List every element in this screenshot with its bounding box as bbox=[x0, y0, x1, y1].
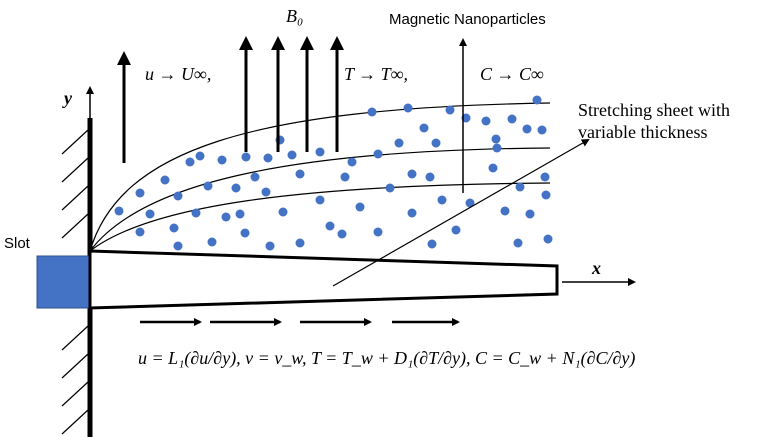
particle bbox=[315, 147, 325, 157]
particle bbox=[419, 123, 429, 133]
particle bbox=[221, 212, 231, 222]
particle bbox=[394, 138, 404, 148]
particle bbox=[185, 157, 195, 167]
particle bbox=[500, 206, 510, 216]
wall-hatch bbox=[61, 129, 89, 435]
particle bbox=[173, 191, 183, 201]
c-infinity: C → C∞ bbox=[480, 64, 544, 84]
particle bbox=[437, 195, 447, 205]
particle bbox=[373, 227, 383, 237]
particle bbox=[385, 183, 395, 193]
hatch-line bbox=[61, 185, 89, 211]
particle bbox=[355, 202, 365, 212]
particle bbox=[160, 175, 170, 185]
particle bbox=[145, 209, 155, 219]
particle bbox=[135, 227, 145, 237]
particles-label: Magnetic Nanoparticles bbox=[389, 11, 546, 28]
particle bbox=[135, 188, 145, 198]
particle bbox=[407, 169, 417, 179]
hatch-line bbox=[61, 129, 89, 155]
particle bbox=[250, 172, 260, 182]
particle bbox=[261, 187, 271, 197]
particle bbox=[507, 114, 517, 124]
hatch-line bbox=[61, 381, 89, 407]
particle bbox=[114, 206, 124, 216]
slot-label: Slot bbox=[4, 235, 31, 252]
particle bbox=[488, 163, 498, 173]
particle bbox=[337, 229, 347, 239]
slot bbox=[36, 255, 91, 309]
particle bbox=[195, 151, 205, 161]
particle bbox=[169, 223, 179, 233]
particle bbox=[235, 209, 245, 219]
hatch-line bbox=[61, 213, 89, 239]
particle bbox=[403, 103, 413, 113]
particle bbox=[481, 116, 491, 126]
hatch-line bbox=[61, 409, 89, 435]
particle bbox=[465, 198, 475, 208]
particle bbox=[240, 228, 250, 238]
particle bbox=[340, 172, 350, 182]
particle bbox=[287, 150, 297, 160]
b0-label: B₀ bbox=[286, 6, 303, 26]
hatch-line bbox=[61, 325, 89, 351]
particle bbox=[231, 183, 241, 193]
particle bbox=[532, 95, 542, 105]
particle bbox=[445, 105, 455, 115]
y-label: y bbox=[62, 88, 73, 108]
particle bbox=[325, 221, 335, 231]
particle bbox=[315, 195, 325, 205]
particle bbox=[522, 124, 532, 134]
hatch-line bbox=[61, 353, 89, 379]
particle bbox=[295, 169, 305, 179]
u-infinity: u → U∞, bbox=[145, 64, 211, 84]
hatch-line bbox=[61, 157, 89, 183]
particle bbox=[431, 138, 441, 148]
particle bbox=[241, 152, 251, 162]
sheet-label: Stretching sheet with bbox=[578, 100, 730, 120]
particle bbox=[407, 208, 417, 218]
particle bbox=[278, 207, 288, 217]
field-arrows bbox=[117, 36, 344, 163]
particle bbox=[173, 241, 183, 251]
particle bbox=[541, 190, 551, 200]
particle bbox=[373, 149, 383, 159]
boundary-layers bbox=[89, 102, 551, 252]
sheet-arrow bbox=[332, 139, 590, 287]
particle bbox=[367, 107, 377, 117]
particle bbox=[207, 237, 217, 247]
particle bbox=[537, 125, 547, 135]
particle bbox=[492, 143, 502, 153]
particle bbox=[515, 182, 525, 192]
particle bbox=[217, 155, 227, 165]
particle bbox=[265, 241, 275, 251]
particle bbox=[513, 238, 523, 248]
particle bbox=[347, 157, 357, 167]
sheet-label: variable thickness bbox=[578, 122, 707, 142]
particle bbox=[525, 209, 535, 219]
particle bbox=[540, 172, 550, 182]
particle bbox=[295, 238, 305, 248]
particle bbox=[263, 153, 273, 163]
boundary-conditions: u = L₁(∂u/∂y), v = v_w, T = T_w + D₁(∂T/… bbox=[138, 348, 635, 369]
particle bbox=[491, 134, 501, 144]
particle bbox=[543, 234, 553, 244]
nanoparticles bbox=[114, 95, 553, 251]
particle bbox=[203, 181, 213, 191]
particle bbox=[427, 239, 437, 249]
particle bbox=[191, 208, 201, 218]
particle bbox=[425, 172, 435, 182]
sheet bbox=[88, 249, 559, 310]
x-label: x bbox=[591, 258, 601, 278]
particle bbox=[451, 225, 461, 235]
t-infinity: T → T∞, bbox=[344, 64, 408, 84]
